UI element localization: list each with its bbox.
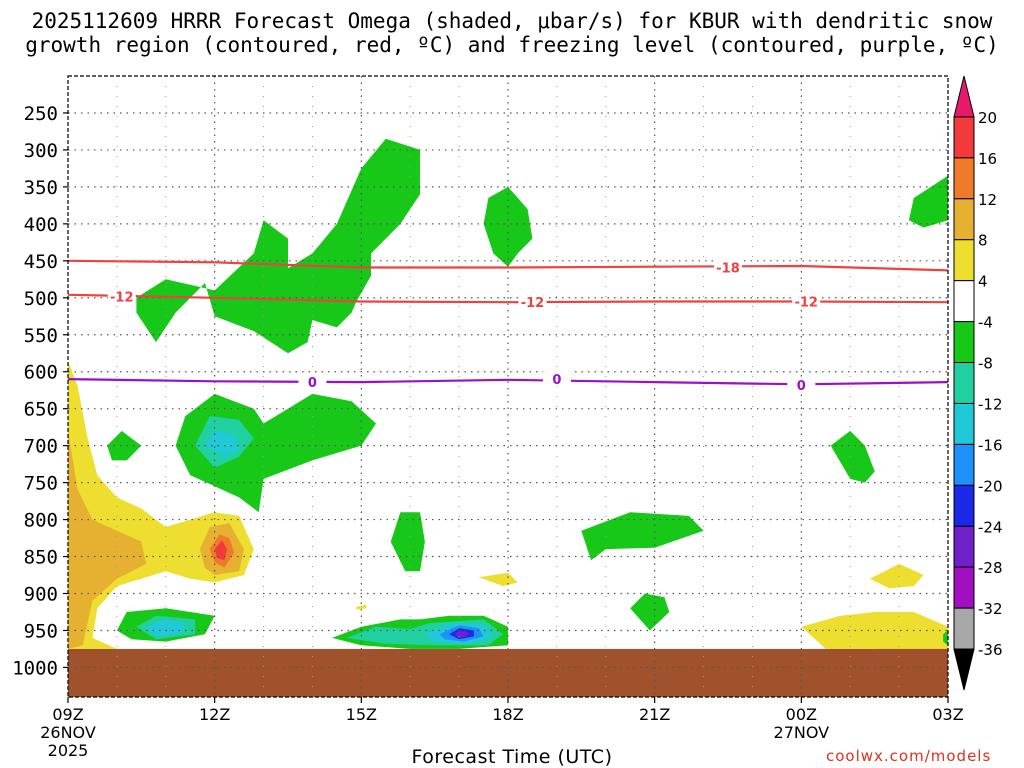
contour-label-0-0: -18	[716, 261, 740, 276]
colorbar-label--16: -16	[978, 436, 1003, 454]
colorbar-segment-5	[953, 280, 975, 323]
colorbar-label--36: -36	[978, 641, 1003, 659]
omega-region-6	[390, 512, 425, 572]
omega-region-25	[478, 572, 518, 587]
omega-region-29	[943, 630, 948, 646]
omega-shading-layer	[68, 138, 948, 653]
x-tick-sublabel-27NOV: 27NOV	[774, 723, 830, 742]
contour-label-2-1: 0	[552, 373, 561, 388]
chart-title-line-2: growth region (contoured, red, ºC) and f…	[25, 33, 999, 57]
omega-region-4	[107, 430, 142, 461]
colorbar: 20 16 12 8 4 -4 -8 -12 -16 -20 -24 -28 -32 -36	[953, 75, 1003, 691]
x-tick-label-03Z: 03Z	[932, 705, 963, 724]
omega-region-12	[204, 430, 240, 457]
chart-title-line-1: 2025112609 HRRR Forecast Omega (shaded, …	[31, 9, 993, 33]
colorbar-label-16: 16	[978, 150, 997, 168]
colorbar-segment-10	[953, 484, 975, 527]
omega-region-0	[136, 138, 420, 354]
contour-label-2-0: 0	[308, 376, 317, 391]
grid-layer	[68, 76, 948, 697]
colorbar-label--20: -20	[978, 477, 1003, 495]
contour-label-bg	[107, 288, 136, 304]
credit-text[interactable]: coolwx.com/models	[826, 747, 992, 765]
colorbar-label--32: -32	[978, 600, 1003, 618]
colorbar-label--24: -24	[978, 518, 1003, 536]
y-tick-label-450: 450	[24, 251, 58, 273]
x-tick-label-00Z: 00Z	[786, 705, 817, 724]
omega-region-26	[356, 604, 367, 610]
y-tick-label-250: 250	[24, 103, 58, 125]
y-tick-label-900: 900	[24, 584, 58, 606]
contour-label-1-0: -12	[110, 290, 134, 305]
y-tick-label-550: 550	[24, 325, 58, 347]
contour-label-1-1: -12	[521, 296, 545, 311]
x-tick-sublabel-26NOV: 26NOV	[40, 723, 96, 742]
omega-region-5	[830, 430, 875, 483]
colorbar-segment-11	[953, 525, 975, 568]
omega-region-28	[869, 563, 924, 589]
y-tick-label-300: 300	[24, 140, 58, 162]
omega-region-7	[581, 512, 704, 561]
colorbar-segment-3	[953, 198, 975, 241]
colorbar-segment-4	[953, 239, 975, 282]
contour-label-bg	[518, 294, 547, 310]
x-tick-label-09Z: 09Z	[52, 705, 83, 724]
ground-layer	[68, 648, 948, 697]
x-tick-sublabel-2025: 2025	[48, 741, 89, 760]
contour-label-bg	[787, 377, 816, 393]
colorbar-label-20: 20	[978, 109, 997, 127]
omega-region-8	[630, 593, 670, 631]
colorbar-segment-13	[953, 607, 975, 650]
colorbar-segment-2	[953, 157, 975, 200]
y-tick-label-600: 600	[24, 362, 58, 384]
colorbar-segment-9	[953, 443, 975, 486]
y-tick-label-650: 650	[24, 399, 58, 421]
omega-region-27	[801, 612, 948, 653]
y-tick-label-700: 700	[24, 436, 58, 458]
colorbar-triangle-top	[953, 75, 975, 118]
colorbar-label--8: -8	[978, 355, 993, 373]
colorbar-label--4: -4	[978, 314, 993, 332]
colorbar-segment-6	[953, 321, 975, 364]
colorbar-label--12: -12	[978, 395, 1003, 413]
y-tick-label-400: 400	[24, 214, 58, 236]
colorbar-segment-1	[953, 116, 975, 159]
contour-label-2-2: 0	[797, 379, 806, 394]
contour-label-bg	[298, 374, 327, 390]
y-tick-label-500: 500	[24, 288, 58, 310]
contour-layer: -18 -12 -12 -12 0 0 0	[67, 259, 949, 394]
colorbar-segment-7	[953, 362, 975, 404]
colorbar-label--28: -28	[978, 559, 1003, 577]
y-tick-label-950: 950	[24, 620, 58, 642]
x-tick-label-15Z: 15Z	[346, 705, 377, 724]
colorbar-label-4: 4	[978, 273, 988, 291]
ground-fill	[68, 648, 948, 697]
colorbar-label-8: 8	[978, 232, 988, 250]
y-tick-label-850: 850	[24, 547, 58, 569]
contour-label-bg	[792, 293, 821, 309]
contour-label-1-2: -12	[794, 295, 818, 310]
x-tick-label-21Z: 21Z	[639, 705, 670, 724]
omega-region-19	[454, 630, 469, 638]
y-tick-label-350: 350	[24, 177, 58, 199]
x-axis-label: Forecast Time (UTC)	[411, 746, 613, 768]
y-tick-label-750: 750	[24, 473, 58, 495]
y-tick-label-1000: 1000	[12, 657, 58, 679]
omega-region-2	[908, 175, 948, 228]
contour-label-bg	[714, 259, 742, 275]
axes-layer: 250 300 350 400 450 500 550 600 650 700 750 800 850 9…	[12, 75, 964, 760]
contour-label-bg	[542, 371, 571, 387]
x-tick-label-12Z: 12Z	[199, 705, 230, 724]
x-tick-label-18Z: 18Z	[492, 705, 523, 724]
contour-line-0	[67, 259, 949, 272]
omega-region-14	[146, 619, 186, 637]
colorbar-segment-8	[953, 402, 975, 445]
colorbar-label-12: 12	[978, 191, 997, 209]
colorbar-triangle-bottom	[953, 648, 975, 691]
colorbar-segment-12	[953, 566, 975, 609]
y-tick-label-800: 800	[24, 510, 58, 532]
omega-region-24	[214, 540, 227, 561]
omega-region-21	[68, 430, 147, 649]
